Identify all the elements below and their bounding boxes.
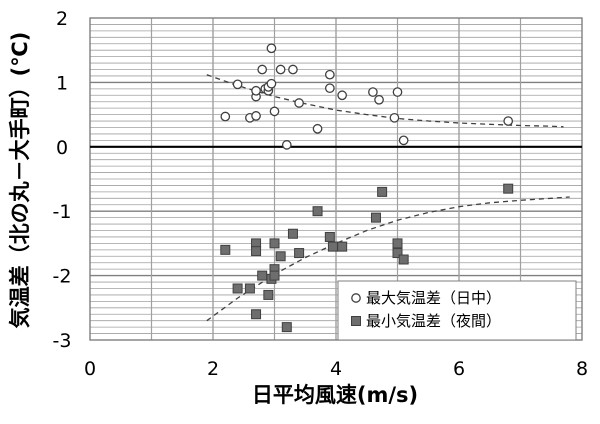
- point-min-diff: [327, 241, 338, 252]
- point-min-diff: [275, 251, 286, 262]
- trend-line-max: [206, 74, 564, 128]
- legend-marker-min: [351, 316, 361, 326]
- point-max-diff: [251, 111, 261, 121]
- point-min-diff: [251, 309, 262, 320]
- y-tick-label: 1: [56, 72, 68, 94]
- point-max-diff: [275, 64, 286, 75]
- legend: 最大気温差（日中） 最小気温差（夜間）: [337, 280, 577, 341]
- legend-box: [337, 280, 577, 341]
- point-min-diff: [294, 248, 305, 259]
- y-tick-label: 2: [56, 8, 68, 30]
- point-max-diff: [392, 87, 403, 97]
- point-min-diff: [377, 186, 388, 197]
- point-min-diff: [281, 322, 292, 333]
- y-tick-label: -1: [53, 201, 72, 223]
- point-max-diff: [251, 85, 261, 96]
- point-max-diff: [220, 111, 231, 122]
- point-min-diff: [251, 246, 262, 257]
- point-max-diff: [232, 79, 243, 90]
- y-axis-label: 気温差（北の丸－大手町）(℃): [8, 32, 32, 329]
- x-tick-label: 6: [453, 358, 465, 380]
- point-min-diff: [398, 254, 409, 265]
- point-min-diff: [503, 183, 514, 194]
- point-min-diff: [287, 228, 298, 239]
- point-max-diff: [281, 140, 292, 150]
- point-min-diff: [337, 241, 348, 252]
- x-tick-label: 8: [576, 358, 588, 380]
- legend-label-min: 最小気温差（夜間）: [366, 312, 501, 330]
- point-min-diff: [370, 212, 381, 223]
- x-axis-label: 日平均風速(m/s): [252, 383, 418, 407]
- point-max-diff: [398, 135, 409, 146]
- point-max-diff: [503, 116, 514, 126]
- point-max-diff: [374, 94, 384, 105]
- tick-labels: -3 -2 -1 0 1 2 0 2 4 6 8: [53, 8, 589, 380]
- point-max-diff: [368, 87, 378, 97]
- point-min-diff: [269, 238, 280, 249]
- point-min-diff: [232, 283, 243, 294]
- point-min-diff: [244, 283, 255, 294]
- point-min-diff: [263, 289, 274, 300]
- x-tick-label: 4: [330, 358, 342, 380]
- point-max-diff: [269, 106, 280, 117]
- point-max-diff: [312, 123, 323, 134]
- point-max-diff: [266, 78, 277, 89]
- x-tick-label: 0: [84, 358, 96, 380]
- point-max-diff: [266, 43, 277, 54]
- legend-marker-max: [351, 293, 361, 303]
- point-min-diff: [324, 231, 335, 242]
- point-max-diff: [288, 64, 298, 75]
- point-min-diff: [220, 244, 231, 255]
- point-max-diff: [257, 64, 268, 75]
- point-min-diff: [257, 270, 268, 281]
- point-max-diff: [324, 83, 335, 94]
- point-max-diff: [324, 69, 335, 80]
- plot-frame: [89, 17, 583, 341]
- point-max-diff: [294, 98, 304, 108]
- point-min-diff: [392, 248, 403, 259]
- point-min-diff: [312, 206, 323, 217]
- point-min-diff: [392, 238, 403, 249]
- point-min-diff: [269, 270, 280, 281]
- data-points: [220, 43, 514, 333]
- x-tick-label: 2: [207, 358, 219, 380]
- point-max-diff: [337, 90, 347, 101]
- point-max-diff: [389, 112, 400, 123]
- y-tick-label: -3: [53, 330, 72, 352]
- legend-label-max: 最大気温差（日中）: [366, 289, 501, 307]
- y-tick-label: 0: [56, 137, 68, 159]
- y-tick-label: -2: [53, 266, 72, 288]
